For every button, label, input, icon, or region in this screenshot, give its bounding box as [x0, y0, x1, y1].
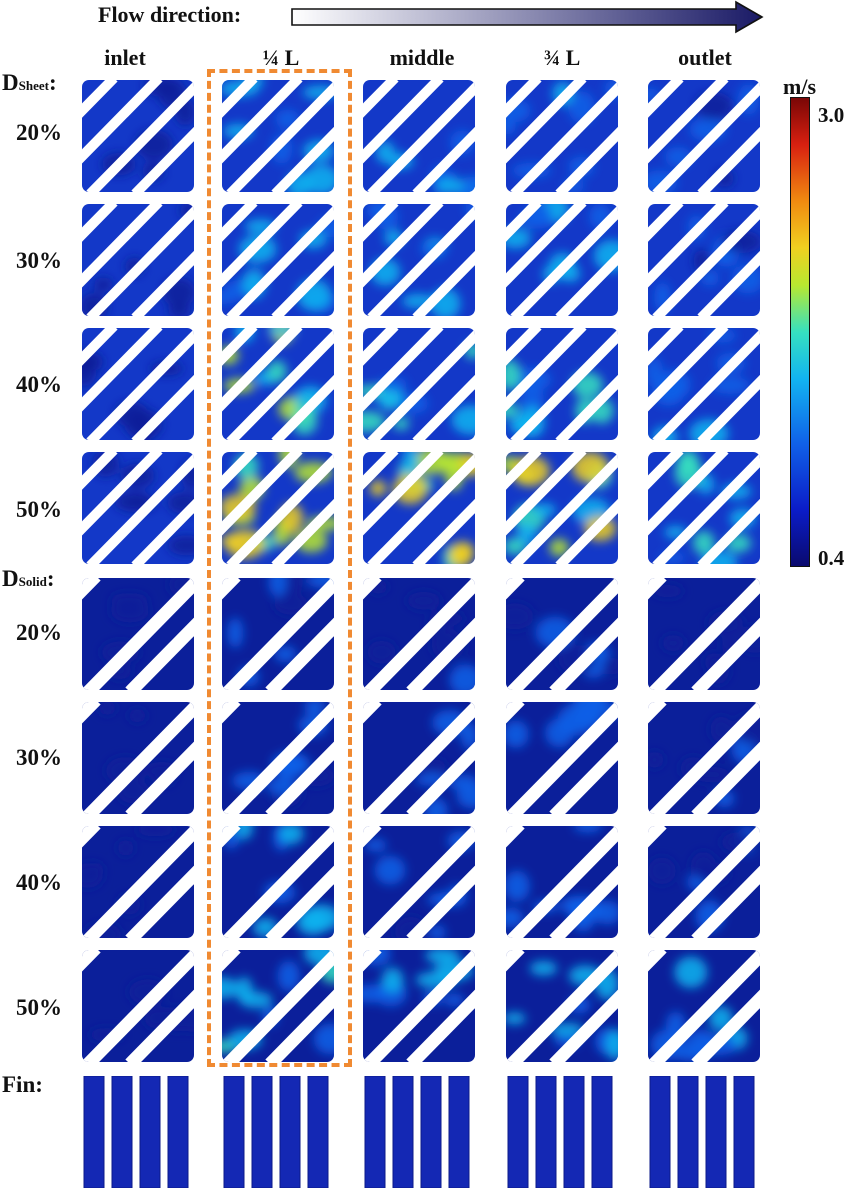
- fin-channel: [591, 1076, 613, 1188]
- section-sheet-sub: Sheet: [18, 78, 49, 93]
- section-solid-sub: Solid: [18, 574, 47, 589]
- colorbar: [790, 97, 810, 567]
- column-header-three-quarter: ¾ L: [543, 45, 581, 70]
- solid-50-middle-contour: [363, 950, 475, 1062]
- fin-channel: [507, 1076, 529, 1188]
- fin-channel: [649, 1076, 671, 1188]
- fin-channel: [307, 1076, 329, 1188]
- solid-40-inlet-contour: [82, 826, 194, 938]
- fin-channel: [677, 1076, 699, 1188]
- colorbar-max-label: 3.0: [818, 103, 845, 127]
- flow-direction-arrow-icon: [291, 0, 764, 34]
- fin-channel: [448, 1076, 470, 1188]
- fin-quarter-contour: [223, 1076, 329, 1188]
- sheet-20-outlet-contour: [648, 80, 760, 192]
- sheet-20-inlet-contour: [82, 80, 194, 192]
- flow-direction-text: Flow direction: [98, 2, 234, 27]
- fin-channel: [279, 1076, 301, 1188]
- solid-20-three-quarter-contour: [506, 578, 618, 690]
- fin-channel: [392, 1076, 414, 1188]
- sheet-20-quarter-contour: [222, 80, 334, 192]
- section-sheet-main: D: [2, 70, 19, 95]
- section-label-solid: DSolid:: [2, 566, 54, 592]
- sheet-30-inlet-contour: [82, 204, 194, 316]
- section-fin-colon: :: [35, 1072, 43, 1097]
- fin-channel: [563, 1076, 585, 1188]
- section-solid-colon: :: [46, 566, 55, 591]
- solid-20-middle-contour: [363, 578, 475, 690]
- solid-50-quarter-contour: [222, 950, 334, 1062]
- row-label-sheet-40: 40%: [16, 372, 62, 397]
- fin-inlet-contour: [83, 1076, 189, 1188]
- fin-three-quarter-contour: [507, 1076, 613, 1188]
- fin-channel: [364, 1076, 386, 1188]
- sheet-50-inlet-contour: [82, 452, 194, 564]
- solid-30-three-quarter-contour: [506, 702, 618, 814]
- row-label-solid-20: 20%: [16, 620, 62, 645]
- row-label-solid-50: 50%: [16, 995, 62, 1020]
- fin-outlet-contour: [649, 1076, 755, 1188]
- colorbar-min-label: 0.4: [818, 546, 845, 570]
- solid-20-quarter-contour: [222, 578, 334, 690]
- solid-40-quarter-contour: [222, 826, 334, 938]
- sheet-30-quarter-contour: [222, 204, 334, 316]
- solid-50-three-quarter-contour: [506, 950, 618, 1062]
- fin-channel: [535, 1076, 557, 1188]
- column-header-middle: middle: [389, 45, 455, 70]
- solid-30-inlet-contour: [82, 702, 194, 814]
- section-fin-text: Fin: [2, 1072, 36, 1097]
- solid-20-inlet-contour: [82, 578, 194, 690]
- fin-channel: [705, 1076, 727, 1188]
- column-header-outlet: outlet: [678, 45, 732, 70]
- sheet-40-middle-contour: [363, 328, 475, 440]
- flow-direction-label: Flow direction:: [98, 2, 241, 28]
- solid-30-middle-contour: [363, 702, 475, 814]
- sheet-40-three-quarter-contour: [506, 328, 618, 440]
- fin-channel: [167, 1076, 189, 1188]
- section-sheet-colon: :: [48, 70, 57, 95]
- row-label-sheet-50: 50%: [16, 497, 62, 522]
- sheet-40-quarter-contour: [222, 328, 334, 440]
- sheet-50-outlet-contour: [648, 452, 760, 564]
- row-label-solid-30: 30%: [16, 745, 62, 770]
- sheet-40-inlet-contour: [82, 328, 194, 440]
- fin-channel: [733, 1076, 755, 1188]
- fin-channel: [420, 1076, 442, 1188]
- row-label-solid-40: 40%: [16, 870, 62, 895]
- colorbar-unit-label: m/s: [783, 74, 816, 99]
- solid-30-quarter-contour: [222, 702, 334, 814]
- sheet-50-quarter-contour: [222, 452, 334, 564]
- solid-30-outlet-contour: [648, 702, 760, 814]
- solid-50-outlet-contour: [648, 950, 760, 1062]
- fin-channel: [223, 1076, 245, 1188]
- sheet-40-outlet-contour: [648, 328, 760, 440]
- solid-50-inlet-contour: [82, 950, 194, 1062]
- fin-channel: [83, 1076, 105, 1188]
- sheet-50-three-quarter-contour: [506, 452, 618, 564]
- solid-40-three-quarter-contour: [506, 826, 618, 938]
- sheet-20-middle-contour: [363, 80, 475, 192]
- row-label-sheet-30: 30%: [16, 248, 62, 273]
- sheet-50-middle-contour: [363, 452, 475, 564]
- solid-40-outlet-contour: [648, 826, 760, 938]
- fin-channel: [139, 1076, 161, 1188]
- fin-channel: [111, 1076, 133, 1188]
- fin-middle-contour: [364, 1076, 470, 1188]
- section-label-sheet: DSheet:: [2, 70, 57, 96]
- sheet-30-three-quarter-contour: [506, 204, 618, 316]
- column-header-quarter: ¼ L: [262, 45, 300, 70]
- column-header-inlet: inlet: [104, 45, 146, 70]
- section-label-fin: Fin:: [2, 1072, 43, 1098]
- sheet-20-three-quarter-contour: [506, 80, 618, 192]
- fin-channel: [251, 1076, 273, 1188]
- sheet-30-outlet-contour: [648, 204, 760, 316]
- solid-20-outlet-contour: [648, 578, 760, 690]
- solid-40-middle-contour: [363, 826, 475, 938]
- section-solid-main: D: [2, 566, 19, 591]
- flow-direction-colon: :: [233, 2, 242, 27]
- row-label-sheet-20: 20%: [16, 120, 62, 145]
- sheet-30-middle-contour: [363, 204, 475, 316]
